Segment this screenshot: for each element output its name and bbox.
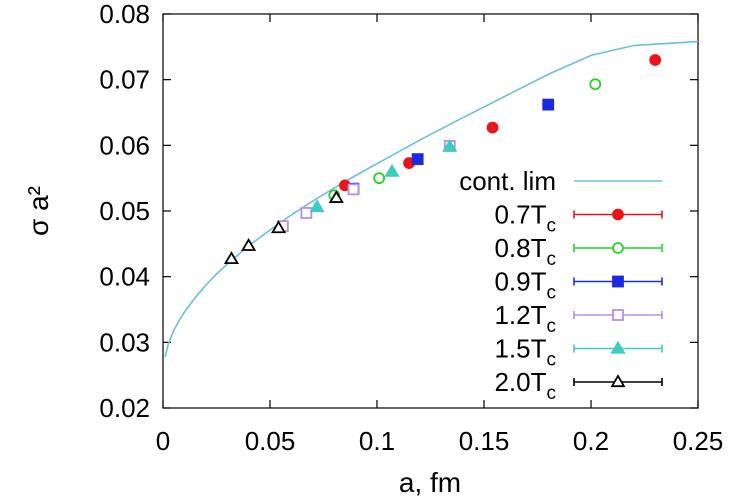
legend-marker	[612, 309, 624, 321]
legend-label: 0.7Tc	[494, 200, 556, 237]
legend-marker	[612, 275, 624, 288]
data-point	[223, 251, 240, 265]
data-point	[486, 121, 499, 134]
data-point	[270, 220, 287, 234]
data-points	[223, 54, 662, 265]
data-point	[373, 172, 386, 185]
fit-curve	[164, 40, 699, 357]
y-tick-label: 0.03	[99, 327, 150, 357]
legend-label-main: 0.9T	[494, 267, 546, 297]
legend-label-subscript: c	[547, 316, 557, 337]
y-tick-label: 0.04	[99, 262, 150, 292]
series-3	[276, 140, 456, 233]
x-tick-label: 0.25	[673, 426, 724, 456]
y-tick-label: 0.08	[99, 0, 150, 29]
data-point	[542, 98, 555, 111]
series-4	[309, 138, 458, 213]
data-point	[347, 183, 360, 196]
series-5	[223, 190, 344, 265]
x-tick-label: 0.15	[459, 426, 510, 456]
x-tick-label: 0.1	[359, 426, 395, 456]
x-tick-label: 0.05	[245, 426, 296, 456]
y-tick-label: 0.05	[99, 196, 150, 226]
legend-label-main: 1.2T	[494, 300, 546, 330]
y-tick-label: 0.02	[99, 393, 150, 423]
legend-marker	[610, 374, 626, 388]
legend-label-main: 2.0T	[494, 367, 546, 397]
x-tick-label: 0	[156, 426, 170, 456]
legend-label: 0.9Tc	[494, 267, 556, 304]
legend-label: 2.0Tc	[494, 367, 556, 404]
legend-label-main: 0.8T	[494, 233, 546, 263]
data-point	[328, 190, 344, 203]
y-axis-label: σ a²	[23, 186, 54, 236]
legend-label-main: 0.7T	[494, 200, 546, 230]
data-point	[649, 54, 662, 66]
x-axis-label: a, fm	[399, 467, 461, 498]
legend-label-subscript: c	[547, 216, 557, 237]
data-point	[384, 163, 400, 177]
legend-marker	[612, 208, 624, 221]
data-point	[442, 138, 458, 152]
x-tick-label: 0.2	[573, 426, 609, 456]
data-point	[589, 78, 602, 91]
y-tick-labels: 0.02 0.03 0.04 0.05 0.06 0.07 0.08	[99, 0, 150, 423]
legend-marker	[612, 242, 624, 254]
legend-marker	[610, 340, 626, 354]
legend-label: 0.8Tc	[494, 233, 556, 270]
y-tick-label: 0.06	[99, 130, 150, 160]
legend-label: 1.5Tc	[494, 334, 556, 371]
legend-label-subscript: c	[547, 350, 557, 371]
data-point	[411, 153, 424, 166]
legend-label: 1.2Tc	[494, 300, 556, 337]
legend-label-subscript: c	[547, 283, 557, 304]
series-0	[338, 54, 662, 192]
y-tick-label: 0.07	[99, 65, 150, 95]
legend-label-main: 1.5T	[494, 334, 546, 364]
legend-label-subscript: c	[547, 383, 557, 404]
data-point	[309, 199, 325, 213]
data-point	[300, 207, 313, 219]
fit-curve-line	[164, 40, 699, 357]
axis-ticks	[162, 13, 699, 409]
legend-label-subscript: c	[547, 249, 557, 270]
x-tick-labels: 0 0.05 0.1 0.15 0.2 0.25	[156, 426, 724, 456]
data-point	[241, 238, 257, 251]
legend-label: cont. lim	[459, 166, 556, 196]
